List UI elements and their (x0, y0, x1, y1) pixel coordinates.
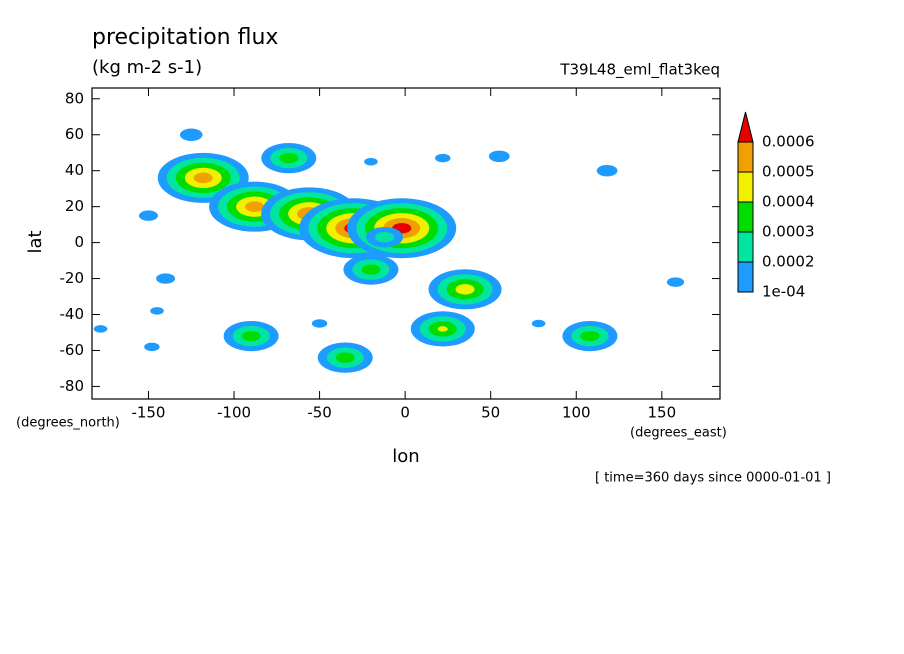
y-tick-label: 20 (65, 197, 84, 215)
contour-fill (488, 150, 510, 163)
contour-cell (317, 342, 373, 373)
contour-fill (596, 164, 618, 177)
colorbar-label: 0.0005 (762, 163, 815, 181)
contour-fill (364, 157, 378, 166)
contour-cell (156, 273, 176, 284)
x-axis-label: lon (392, 446, 419, 467)
plot-area (93, 128, 685, 373)
contour-fill (138, 210, 158, 221)
y-tick-label: -20 (60, 269, 85, 287)
contour-cell (311, 319, 328, 328)
contour-cell (428, 269, 502, 310)
annotation: T39L48_eml_flat3keq (559, 61, 720, 80)
contour-fill (531, 319, 546, 328)
contour-cell (410, 311, 475, 347)
contour-cell (261, 142, 317, 174)
contour-fill (455, 284, 475, 295)
y-tick-label: -80 (60, 377, 85, 395)
contour-fill (241, 330, 261, 342)
contour-cell (223, 320, 279, 352)
x-tick-label: 150 (647, 404, 676, 422)
contour-fill (437, 326, 448, 332)
contour-cell (179, 128, 203, 141)
contour-cell (596, 164, 618, 177)
x-units: (degrees_east) (630, 426, 727, 441)
contour-cell (488, 150, 510, 163)
y-axis-label: lat (25, 230, 46, 253)
y-tick-label: 40 (65, 161, 84, 179)
y-tick-label: 60 (65, 125, 84, 143)
colorbar-label: 1e-04 (762, 283, 805, 301)
contour-cell (435, 153, 451, 163)
contour-fill (144, 342, 160, 352)
x-tick-label: -50 (307, 404, 332, 422)
x-tick-label: 100 (562, 404, 591, 422)
contour-cell (531, 319, 546, 328)
contour-cell (666, 277, 685, 287)
contour-fill (335, 352, 355, 363)
y-tick-label: -60 (60, 341, 85, 359)
contour-fill (179, 128, 203, 141)
contour-fill (580, 330, 600, 342)
contour-cell (138, 210, 158, 221)
y-tick-label: 80 (65, 89, 84, 107)
colorbar-box (737, 201, 754, 233)
contour-cell (157, 152, 249, 203)
colorbar-label: 0.0006 (762, 133, 815, 151)
x-tick-label: 50 (481, 404, 500, 422)
colorbar-label: 0.0004 (762, 193, 815, 211)
contour-fill (666, 277, 685, 287)
x-tick-label: 0 (400, 404, 410, 422)
contour-fill (156, 273, 176, 284)
contour-cell (366, 227, 404, 248)
y-units: (degrees_north) (16, 416, 120, 431)
contour-fill (375, 231, 395, 243)
colorbar-box (737, 141, 754, 173)
contour-fill (150, 307, 164, 315)
x-tick-label: -150 (131, 404, 165, 422)
contour-cell (144, 342, 160, 352)
contour-cell (364, 157, 378, 166)
contour-cell (562, 320, 618, 352)
subtitle: (kg m-2 s-1) (92, 57, 202, 78)
footer: [ time=360 days since 0000-01-01 ] (595, 471, 831, 486)
contour-fill (93, 325, 108, 333)
colorbar-label: 0.0003 (762, 223, 815, 241)
plot-frame (91, 87, 721, 400)
contour-cell (93, 325, 108, 333)
colorbar-box (737, 261, 754, 293)
contour-cell (343, 254, 399, 285)
chart-title: precipitation flux (92, 25, 278, 50)
contour-fill (193, 172, 213, 184)
contour-cell (150, 307, 164, 315)
x-tick-label: -100 (217, 404, 251, 422)
contour-fill (311, 319, 328, 328)
colorbar-box (737, 231, 754, 263)
y-tick-label: 0 (74, 233, 84, 251)
contour-cell (347, 198, 457, 259)
contour-fill (279, 152, 299, 164)
contour-fill (435, 153, 451, 163)
colorbar-triangle (737, 111, 754, 143)
contour-fill (245, 201, 265, 212)
y-tick-label: -40 (60, 305, 85, 323)
colorbar-box (737, 171, 754, 203)
colorbar-label: 0.0002 (762, 253, 815, 271)
contour-fill (361, 264, 381, 275)
